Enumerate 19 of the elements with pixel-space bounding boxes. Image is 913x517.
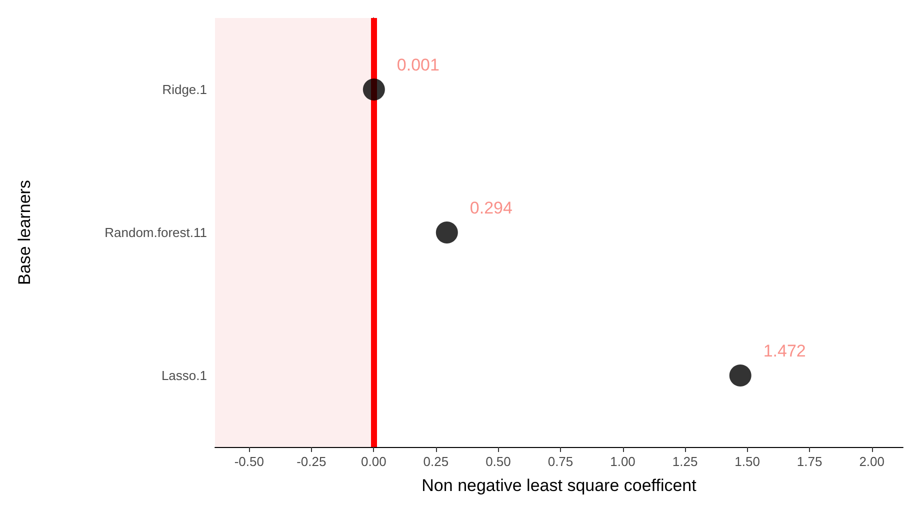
data-label: 0.294 <box>470 198 512 218</box>
x-tick-label: 1.75 <box>796 454 822 469</box>
x-tick-label: 0.25 <box>423 454 449 469</box>
x-tick-label: -0.25 <box>296 454 326 469</box>
y-tick-label: Random.forest.11 <box>104 225 207 240</box>
x-tick-label: 0.00 <box>361 454 386 469</box>
data-label: 1.472 <box>763 342 806 360</box>
x-tick-label: 0.50 <box>486 454 511 469</box>
x-tick-label: -0.50 <box>234 454 264 469</box>
x-tick-label: 2.00 <box>859 454 885 469</box>
data-label: 0.001 <box>396 56 440 74</box>
x-axis-title: Non negative least square coefficent <box>422 476 697 495</box>
x-tick-label: 1.25 <box>672 454 698 469</box>
x-tick-label: 1.00 <box>610 454 636 469</box>
y-tick-label: Lasso.1 <box>161 368 207 383</box>
x-tick-label: 0.75 <box>548 454 574 469</box>
x-tick-label: 1.50 <box>734 454 760 469</box>
y-axis-title: Base learners <box>15 180 34 285</box>
y-tick-label: Ridge.1 <box>162 82 207 97</box>
